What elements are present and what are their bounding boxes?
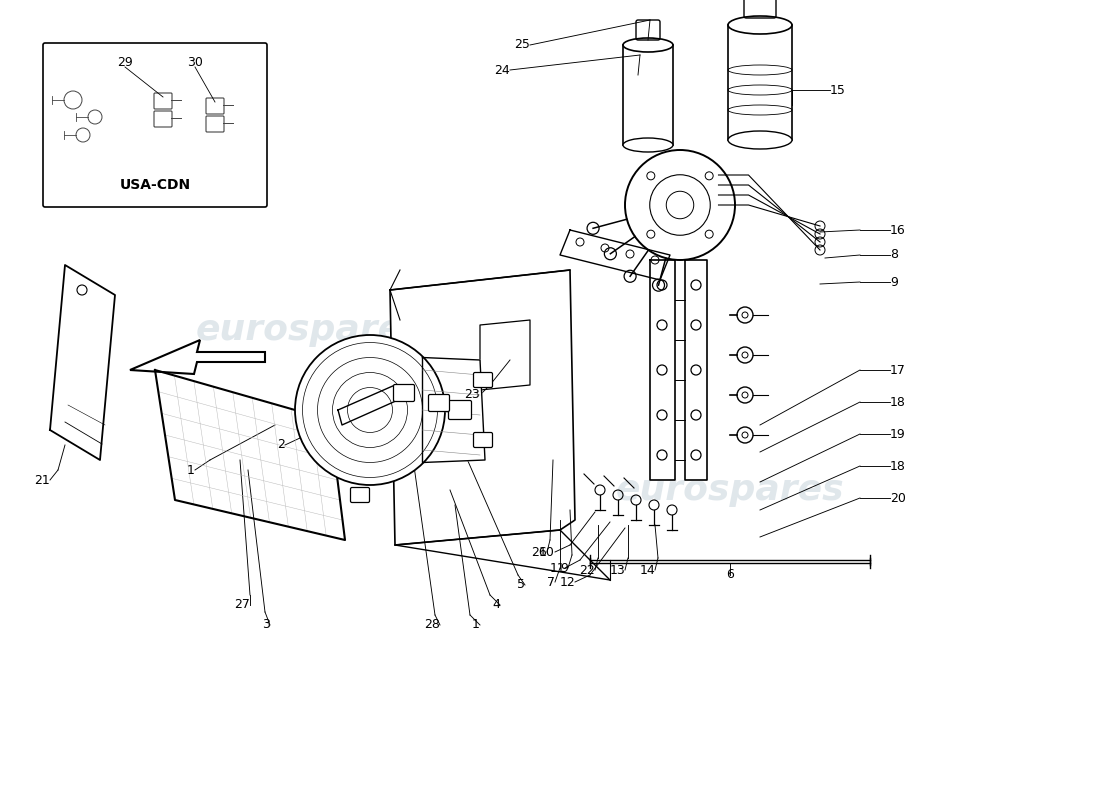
- Text: 24: 24: [494, 63, 510, 77]
- Text: 9: 9: [560, 562, 568, 574]
- Text: 9: 9: [890, 275, 898, 289]
- Text: 18: 18: [890, 459, 906, 473]
- Text: USA-CDN: USA-CDN: [120, 178, 190, 192]
- Ellipse shape: [728, 131, 792, 149]
- Text: 13: 13: [609, 563, 625, 577]
- Text: 14: 14: [639, 563, 654, 577]
- Text: 23: 23: [464, 389, 480, 402]
- Text: 6: 6: [726, 569, 734, 582]
- Text: 4: 4: [492, 598, 500, 611]
- Text: 22: 22: [580, 563, 595, 577]
- Polygon shape: [650, 260, 675, 480]
- Circle shape: [295, 335, 446, 485]
- Polygon shape: [50, 265, 116, 460]
- Text: 19: 19: [890, 427, 905, 441]
- FancyBboxPatch shape: [394, 385, 415, 402]
- Text: 8: 8: [890, 249, 898, 262]
- Text: 2: 2: [277, 438, 285, 451]
- Text: eurospares: eurospares: [196, 313, 425, 347]
- Polygon shape: [560, 230, 670, 280]
- FancyBboxPatch shape: [351, 487, 370, 502]
- FancyBboxPatch shape: [429, 394, 450, 411]
- Text: 30: 30: [187, 57, 202, 70]
- Text: 26: 26: [531, 546, 547, 558]
- Text: 16: 16: [890, 223, 905, 237]
- Text: 10: 10: [539, 546, 556, 558]
- Polygon shape: [155, 370, 345, 540]
- FancyBboxPatch shape: [449, 401, 472, 419]
- Text: 15: 15: [830, 83, 846, 97]
- Polygon shape: [422, 358, 485, 462]
- Ellipse shape: [623, 138, 673, 152]
- Text: 27: 27: [234, 598, 250, 611]
- Text: 1: 1: [472, 618, 480, 631]
- Text: 29: 29: [117, 57, 133, 70]
- Polygon shape: [390, 270, 575, 545]
- Text: 1: 1: [187, 463, 195, 477]
- Text: 7: 7: [547, 575, 556, 589]
- Text: 11: 11: [549, 562, 565, 574]
- Polygon shape: [685, 260, 707, 480]
- Text: 5: 5: [517, 578, 525, 591]
- Text: 12: 12: [559, 575, 575, 589]
- Text: 17: 17: [890, 363, 906, 377]
- FancyBboxPatch shape: [43, 43, 267, 207]
- Text: 28: 28: [425, 618, 440, 631]
- Text: eurospares: eurospares: [616, 473, 845, 507]
- FancyBboxPatch shape: [473, 373, 493, 387]
- Polygon shape: [338, 385, 398, 425]
- Circle shape: [625, 150, 735, 260]
- Text: 25: 25: [514, 38, 530, 51]
- Text: 20: 20: [890, 491, 906, 505]
- FancyBboxPatch shape: [473, 433, 493, 447]
- Text: 21: 21: [34, 474, 50, 486]
- Text: 3: 3: [262, 618, 270, 631]
- Text: 18: 18: [890, 395, 906, 409]
